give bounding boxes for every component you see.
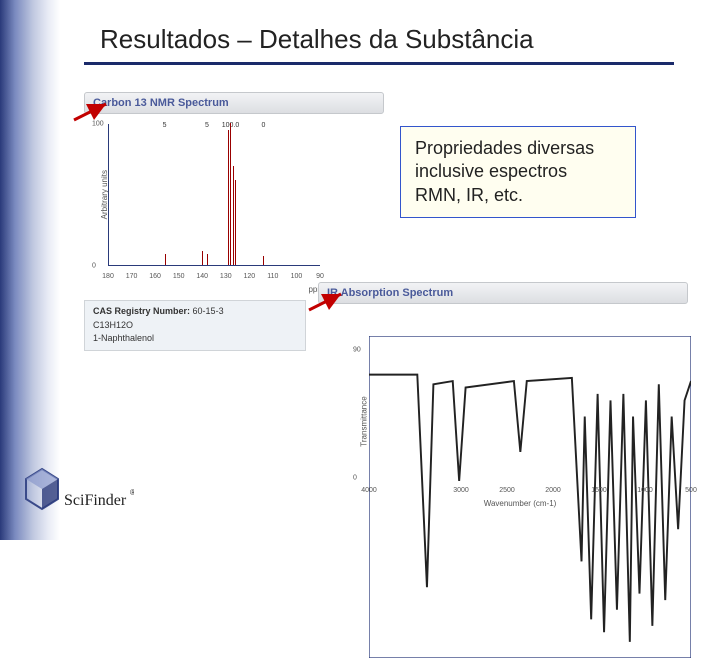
nmr-top-label: 5 [163, 122, 167, 129]
registry-cas-row: CAS Registry Number: 60-15-3 [93, 305, 297, 319]
callout-line3: RMN, IR, etc. [415, 184, 621, 207]
nmr-peak [233, 166, 234, 265]
nmr-peak [228, 130, 229, 265]
arrow-to-nmr-header [70, 100, 116, 124]
registry-cas-value: 60-15-3 [193, 306, 224, 316]
nmr-peak [202, 251, 203, 265]
title-rule [84, 62, 674, 65]
nmr-xtick: 120 [243, 273, 255, 280]
nmr-panel: Carbon 13 NMR Spectrum ppm Arbitrary uni… [84, 92, 384, 290]
scifinder-logo: SciFinder ® [24, 465, 134, 530]
nmr-xtick: 130 [220, 273, 232, 280]
ir-header: IR Absorption Spectrum [318, 282, 688, 304]
nmr-ytick: 0 [92, 263, 96, 270]
nmr-xtick: 110 [267, 273, 278, 280]
ir-xtick: 3000 [453, 487, 469, 494]
callout-line1: Propriedades diversas [415, 137, 621, 160]
svg-text:®: ® [130, 488, 134, 497]
registry-name: 1-Naphthalenol [93, 332, 297, 346]
nmr-header: Carbon 13 NMR Spectrum [84, 92, 384, 114]
side-gradient [0, 0, 60, 540]
nmr-xtick: 170 [126, 273, 138, 280]
nmr-xtick: 140 [196, 273, 208, 280]
ir-ytick: 0 [353, 475, 357, 482]
ir-curve [369, 336, 691, 658]
nmr-top-label: 0 [262, 122, 266, 129]
ir-xtick: 1000 [637, 487, 653, 494]
nmr-xtick: 100 [291, 273, 303, 280]
ir-ytick: 90 [353, 347, 361, 354]
callout-box: Propriedades diversas inclusive espectro… [400, 126, 636, 218]
ir-xtick: 500 [685, 487, 697, 494]
nmr-xtick: 180 [102, 273, 114, 280]
ir-xtick: 4000 [361, 487, 377, 494]
nmr-plot: ppm Arbitrary units 18017016015014013012… [84, 120, 324, 290]
nmr-ylabel: Arbitrary units [100, 170, 109, 219]
nmr-peak [235, 180, 236, 265]
ir-ylabel: Transmittance [360, 396, 369, 446]
arrow-to-ir-header [305, 290, 351, 314]
nmr-top-label: 5 [205, 122, 209, 129]
nmr-peak [165, 254, 166, 265]
nmr-xtick: 160 [149, 273, 161, 280]
svg-text:SciFinder: SciFinder [64, 492, 127, 509]
ir-xtick: 2500 [499, 487, 515, 494]
nmr-xtick: 150 [173, 273, 185, 280]
registry-formula: C13H12O [93, 319, 297, 333]
nmr-x-axis [108, 265, 320, 266]
callout-line2: inclusive espectros [415, 160, 621, 183]
page-title: Resultados – Detalhes da Substância [100, 24, 534, 55]
ir-panel: IR Absorption Spectrum [318, 282, 688, 304]
ir-xtick: 2000 [545, 487, 561, 494]
registry-cas-label: CAS Registry Number: [93, 306, 190, 316]
nmr-xtick: 90 [316, 273, 324, 280]
nmr-peak [230, 123, 231, 265]
registry-box: CAS Registry Number: 60-15-3 C13H12O 1-N… [84, 300, 306, 351]
nmr-peak [207, 254, 208, 265]
ir-xtick: 1500 [591, 487, 607, 494]
ir-xlabel: Wavenumber (cm-1) [484, 499, 557, 508]
ir-plot: Wavenumber (cm-1) Transmittance 40003000… [345, 332, 695, 502]
nmr-peak [263, 256, 264, 265]
